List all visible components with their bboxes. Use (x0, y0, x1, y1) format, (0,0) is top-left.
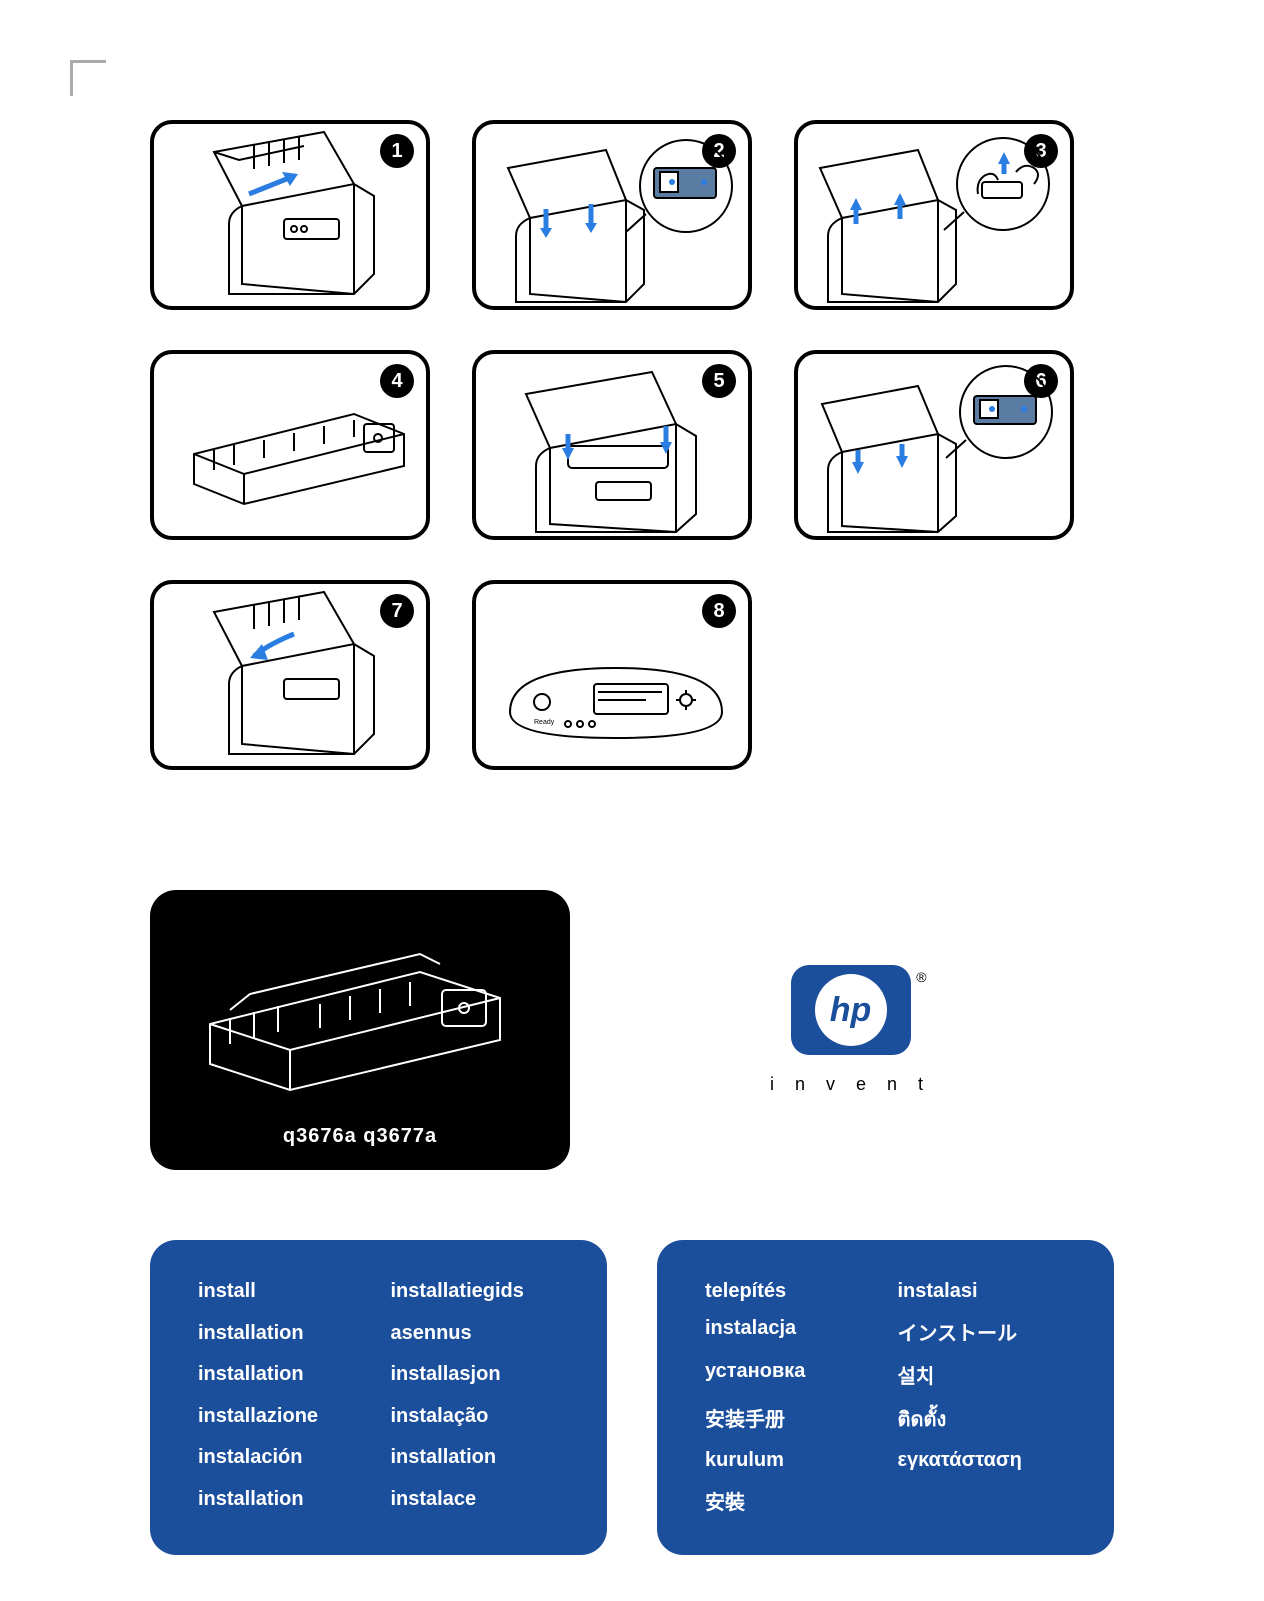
steps-grid: 1 (150, 120, 1114, 770)
registered-mark: ® (916, 969, 926, 985)
step-5: 5 (472, 350, 752, 540)
step-2: 2 (472, 120, 752, 310)
lang-label: kurulum (705, 1449, 874, 1472)
fuser-exploded-icon (190, 914, 530, 1114)
step-6: 6 (794, 350, 1074, 540)
step-7: 7 (150, 580, 430, 770)
product-box: q3676a q3677a (150, 890, 570, 1170)
lang-label (898, 1486, 1067, 1515)
step-3: 3 (794, 120, 1074, 310)
lang-label: 安裝 (705, 1486, 874, 1515)
hp-tagline: i n v e n t (770, 1074, 931, 1095)
install-panel-left: install installatiegids installation ase… (150, 1240, 607, 1555)
lang-label: 安装手册 (705, 1403, 874, 1435)
lang-label: installation (198, 1322, 367, 1350)
printer-insert-icon (476, 354, 752, 540)
fuser-unit-icon (154, 354, 430, 540)
printer-zoom-icon (476, 124, 752, 310)
page: 1 (0, 0, 1264, 1601)
product-row: q3676a q3677a ® i n v e n t (150, 890, 1114, 1170)
lang-label: installation (198, 1488, 367, 1516)
lang-label: instalación (198, 1446, 367, 1474)
step-8: 8 Ready (472, 580, 752, 770)
lang-label: installation (198, 1363, 367, 1391)
lang-label: asennus (391, 1322, 560, 1350)
install-panels: install installatiegids installation ase… (150, 1240, 1114, 1555)
control-panel-icon: Ready (476, 584, 752, 770)
lang-label: installasjon (391, 1363, 560, 1391)
crop-mark-icon (70, 60, 106, 96)
lang-label: installatiegids (391, 1280, 560, 1308)
lang-label: ติดตั้ง (898, 1403, 1067, 1435)
product-part-numbers: q3676a q3677a (150, 1125, 570, 1148)
lang-label: installazione (198, 1405, 367, 1433)
printer-close-icon (154, 584, 430, 770)
lang-label: install (198, 1280, 367, 1308)
hp-logo-block: ® i n v e n t (770, 965, 931, 1095)
install-panel-right: telepítés instalasi instalacja インストール ус… (657, 1240, 1114, 1555)
lang-label: instalacja (705, 1317, 874, 1346)
lang-label: instalace (391, 1488, 560, 1516)
lang-label: 설치 (898, 1360, 1067, 1389)
printer-secure-icon (798, 354, 1074, 540)
lang-label: インストール (898, 1317, 1067, 1346)
lang-label: instalação (391, 1405, 560, 1433)
lang-label: telepítés (705, 1280, 874, 1303)
lang-label: εγκατάσταση (898, 1449, 1067, 1472)
lang-label: instalasi (898, 1280, 1067, 1303)
step-4: 4 (150, 350, 430, 540)
lang-label: установка (705, 1360, 874, 1389)
svg-text:Ready: Ready (534, 719, 555, 726)
printer-remove-icon (798, 124, 1074, 310)
step-1: 1 (150, 120, 430, 310)
lang-label: installation (391, 1446, 560, 1474)
hp-logo-icon (791, 965, 911, 1055)
printer-open-icon (154, 124, 430, 310)
